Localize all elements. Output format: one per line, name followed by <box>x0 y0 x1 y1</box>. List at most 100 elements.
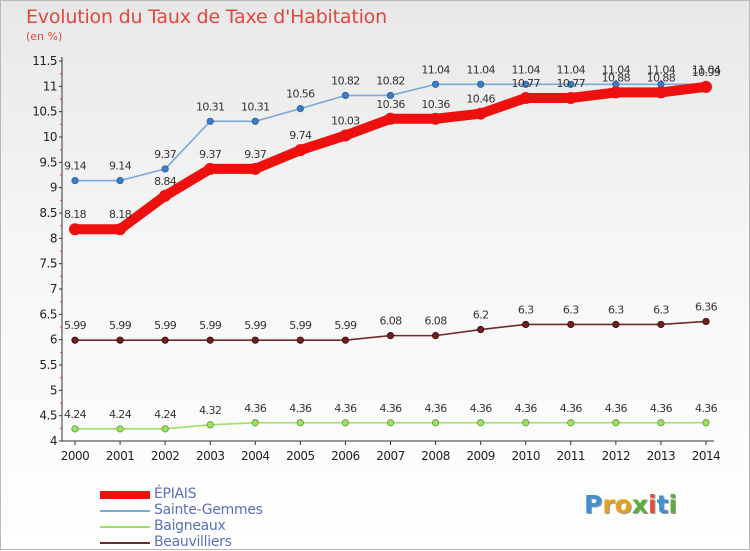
data-label: 8.18 <box>64 208 87 221</box>
data-label: 11.04 <box>692 63 721 76</box>
data-point <box>206 336 214 344</box>
data-point <box>114 223 127 236</box>
x-tick-label: 2009 <box>466 449 495 463</box>
data-label: 4.36 <box>650 402 673 415</box>
data-label: 10.46 <box>466 93 495 106</box>
data-point <box>204 162 217 175</box>
x-tick-label: 2013 <box>647 449 676 463</box>
data-label: 10.77 <box>511 77 540 90</box>
data-label: 11.04 <box>421 63 450 76</box>
x-tick-label: 2002 <box>151 449 180 463</box>
data-label: 10.36 <box>376 98 405 111</box>
data-label: 4.36 <box>289 402 312 415</box>
y-tick-label: 6 <box>50 333 57 347</box>
data-point <box>206 117 214 125</box>
y-tick-label: 11.5 <box>32 54 57 68</box>
data-point <box>71 425 79 433</box>
data-label: 10.56 <box>286 88 315 101</box>
data-point <box>341 419 350 427</box>
data-label: 10.82 <box>376 74 405 87</box>
data-label: 4.36 <box>605 402 628 415</box>
data-point <box>519 91 532 104</box>
data-point <box>612 320 620 329</box>
proxiti-logo: Proxiti <box>584 490 677 519</box>
y-tick-label: 10 <box>43 130 57 144</box>
data-label: 5.99 <box>244 319 267 332</box>
data-label: 6.3 <box>518 303 534 316</box>
chart-axes: 4 4.5 5 5.5 6 6.5 7 7.5 8 8.5 9 9.5 10 10.5 11 11.5 2000… <box>32 54 720 463</box>
legend-swatch-epiais <box>100 491 150 499</box>
data-label: 6.08 <box>379 315 402 328</box>
legend-label: Beauvilliers <box>154 534 232 550</box>
data-label: 10.88 <box>647 71 676 84</box>
data-point <box>384 112 397 125</box>
x-tick-label: 2010 <box>511 449 540 463</box>
y-tick-label: 6.5 <box>39 307 57 321</box>
y-tick-label: 4.5 <box>39 409 57 423</box>
logo-letter: i <box>648 490 657 519</box>
data-point <box>429 112 442 125</box>
data-point <box>159 189 172 202</box>
data-point <box>609 86 622 99</box>
data-point <box>339 129 352 142</box>
data-point <box>116 336 124 344</box>
data-point <box>251 336 259 344</box>
data-label: 8.84 <box>154 175 177 188</box>
data-label: 9.37 <box>199 148 222 161</box>
data-point <box>474 107 487 120</box>
data-point <box>251 419 259 427</box>
data-point <box>522 80 530 88</box>
logo-letter: r <box>602 490 615 519</box>
data-label: 8.18 <box>109 208 132 221</box>
data-point <box>161 336 169 344</box>
data-label: 4.36 <box>695 402 718 415</box>
data-point <box>249 162 262 175</box>
data-label: 4.32 <box>199 404 221 417</box>
data-label: 5.99 <box>199 319 222 332</box>
data-point <box>69 223 81 236</box>
data-label: 4.36 <box>425 402 448 415</box>
y-tick-label: 9 <box>50 181 57 195</box>
data-label: 9.14 <box>64 160 87 173</box>
y-tick-label: 8.5 <box>39 206 57 220</box>
y-tick-label: 5 <box>50 383 57 397</box>
data-label: 6.3 <box>653 303 669 316</box>
chart-title: Evolution du Taux de Taxe d'Habitation <box>26 6 387 28</box>
data-point <box>296 336 304 344</box>
data-label: 11.04 <box>602 63 631 76</box>
legend-label: Baigneaux <box>154 518 226 534</box>
data-point <box>477 80 485 88</box>
y-tick-label: 11 <box>43 79 57 93</box>
data-label: 9.37 <box>244 148 267 161</box>
data-point <box>657 320 665 329</box>
data-point <box>702 317 710 326</box>
x-tick-label: 2008 <box>421 449 450 463</box>
data-point <box>567 320 575 329</box>
data-label: 6.2 <box>473 309 489 322</box>
data-label: 5.99 <box>109 319 132 332</box>
x-tick-label: 2006 <box>331 449 360 463</box>
data-point <box>206 421 214 429</box>
data-label: 10.88 <box>602 71 631 84</box>
data-point <box>161 425 169 433</box>
data-point <box>71 176 79 185</box>
data-label: 6.08 <box>425 315 448 328</box>
x-tick-label: 2012 <box>602 449 631 463</box>
data-point <box>567 80 575 88</box>
data-point <box>700 80 712 93</box>
data-point <box>431 332 440 340</box>
x-tick-label: 2004 <box>241 449 270 463</box>
x-tick-label: 2007 <box>376 449 405 463</box>
data-label: 4.24 <box>109 408 132 421</box>
data-point <box>386 91 395 100</box>
y-tick-label: 7 <box>50 282 57 296</box>
data-label: 9.74 <box>289 129 312 142</box>
data-label: 5.99 <box>334 319 357 332</box>
data-point <box>654 86 667 99</box>
data-point <box>294 144 307 157</box>
chart-data-labels: 8.18 8.18 8.84 9.37 9.37 9.74 10.03 10.36 10.36 1… <box>64 63 721 421</box>
data-label: 11.04 <box>511 63 540 76</box>
data-label: 4.36 <box>515 402 538 415</box>
data-point <box>567 419 575 427</box>
data-label: 4.36 <box>379 402 402 415</box>
